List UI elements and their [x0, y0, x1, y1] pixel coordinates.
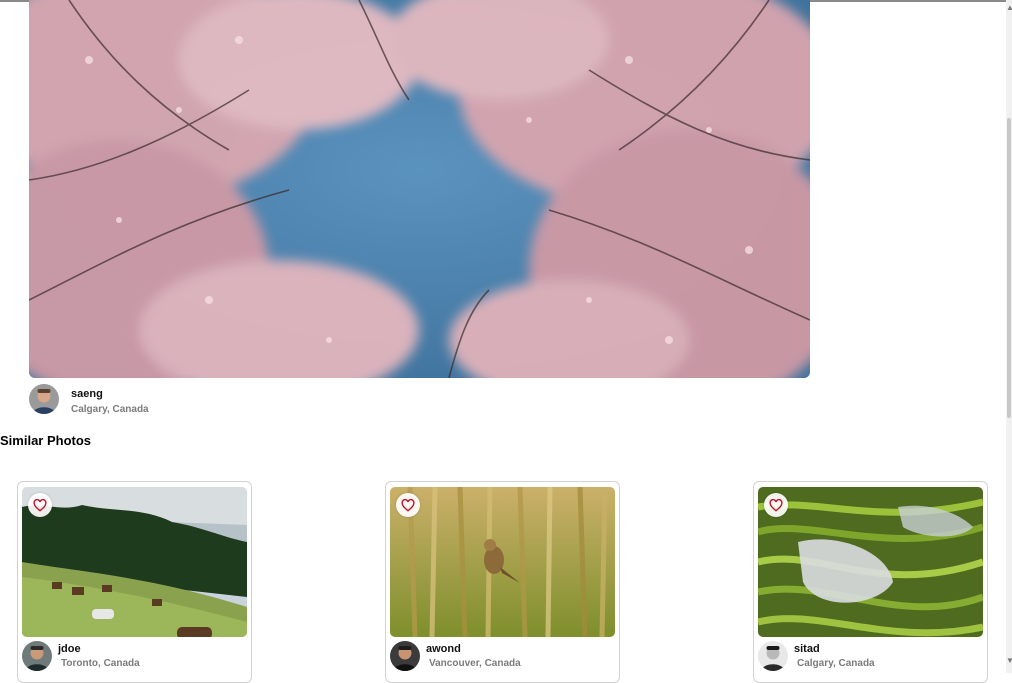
- author-name[interactable]: awond: [426, 643, 461, 655]
- scroll-up-arrow-icon[interactable]: ▲: [1006, 3, 1012, 12]
- avatar: [758, 641, 788, 671]
- card-author[interactable]: sitad Calgary, Canada: [758, 641, 875, 671]
- card-author[interactable]: jdoe Toronto, Canada: [22, 641, 140, 671]
- featured-author[interactable]: saeng Calgary, Canada: [29, 384, 149, 416]
- featured-photo[interactable]: [29, 0, 810, 378]
- author-location: Vancouver, Canada: [429, 658, 521, 669]
- heart-icon: [401, 498, 415, 512]
- avatar: [29, 384, 59, 414]
- author-location: Toronto, Canada: [61, 658, 140, 669]
- page-scrollbar[interactable]: ▲ ▼: [1006, 0, 1012, 673]
- author-name[interactable]: jdoe: [58, 643, 81, 655]
- scrollbar-thumb[interactable]: [1007, 118, 1011, 418]
- card-author[interactable]: awond Vancouver, Canada: [390, 641, 521, 671]
- heart-icon: [33, 498, 47, 512]
- author-name[interactable]: saeng: [71, 388, 103, 400]
- avatar: [390, 641, 420, 671]
- like-button[interactable]: [28, 493, 52, 517]
- similar-photos-heading: Similar Photos: [0, 433, 92, 448]
- heart-icon: [769, 498, 783, 512]
- similar-photo-card[interactable]: awond Vancouver, Canada: [385, 481, 620, 683]
- photo-horses[interactable]: [22, 487, 247, 637]
- like-button[interactable]: [764, 493, 788, 517]
- photo-rice-terraces[interactable]: [758, 487, 983, 637]
- similar-photo-card[interactable]: jdoe Toronto, Canada: [17, 481, 252, 683]
- scroll-down-arrow-icon[interactable]: ▼: [1006, 656, 1012, 665]
- similar-photo-card[interactable]: sitad Calgary, Canada: [753, 481, 988, 683]
- like-button[interactable]: [396, 493, 420, 517]
- photo-bird-reeds[interactable]: [390, 487, 615, 637]
- avatar: [22, 641, 52, 671]
- author-location: Calgary, Canada: [797, 658, 875, 669]
- author-location: Calgary, Canada: [71, 404, 149, 415]
- author-name[interactable]: sitad: [794, 643, 820, 655]
- cherry-blossom-image: [29, 0, 810, 378]
